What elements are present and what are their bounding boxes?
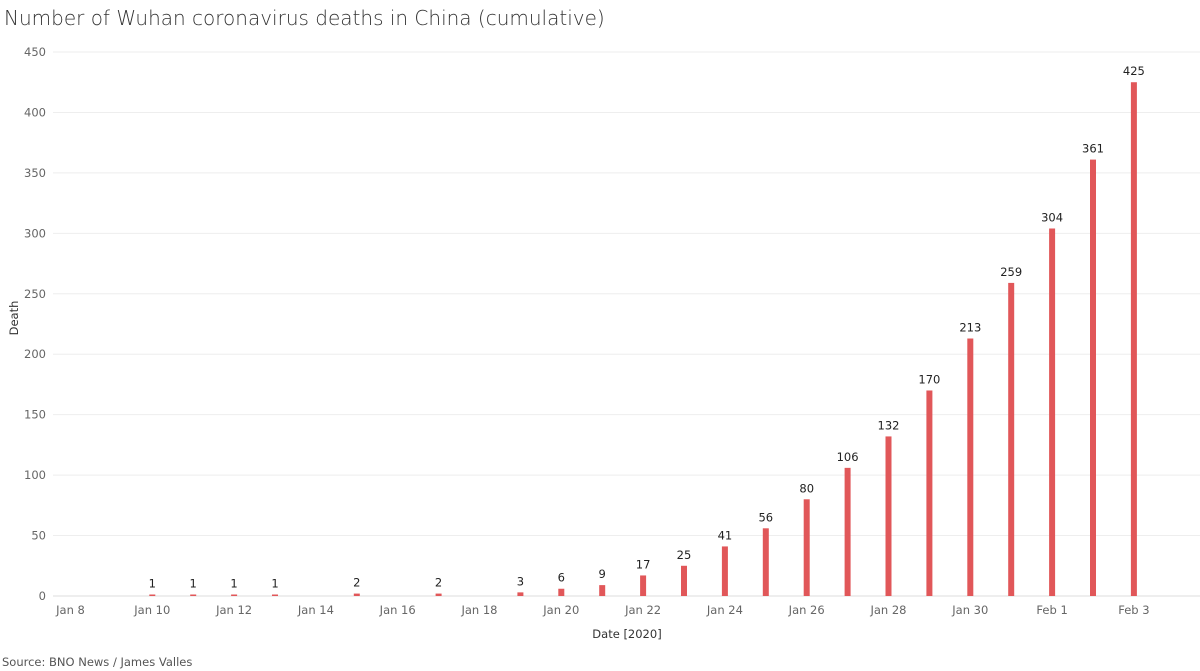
x-tick-label: Jan 26	[788, 603, 825, 617]
x-tick-label: Jan 28	[869, 603, 906, 617]
y-tick-label: 450	[24, 45, 46, 59]
data-label: 17	[636, 557, 651, 571]
data-label: 25	[677, 548, 692, 562]
bar	[721, 546, 728, 596]
gridlines	[53, 51, 1200, 597]
data-label: 1	[149, 577, 156, 591]
bar	[1049, 228, 1056, 596]
data-label: 132	[878, 418, 900, 432]
bar	[599, 585, 606, 596]
bar	[681, 565, 687, 596]
bar	[640, 575, 647, 596]
chart-title: Number of Wuhan coronavirus deaths in Ch…	[4, 6, 605, 30]
x-tick-label: Feb 3	[1118, 603, 1149, 617]
y-tick-label: 200	[24, 347, 46, 361]
data-label: 2	[353, 576, 360, 590]
y-tick-label: 400	[24, 105, 46, 119]
x-tick-label: Jan 16	[379, 603, 416, 617]
y-tick-label: 250	[24, 287, 46, 301]
y-tick-label: 150	[24, 408, 46, 422]
data-label: 56	[758, 510, 773, 524]
bar	[844, 467, 851, 596]
y-tick-label: 0	[39, 589, 46, 603]
x-tick-label: Jan 10	[133, 603, 170, 617]
x-tick-label: Jan 24	[706, 603, 743, 617]
data-label: 1	[230, 577, 237, 591]
data-label: 2	[435, 576, 442, 590]
bar	[885, 436, 892, 596]
x-axis-ticks: Jan 8 Jan 10 Jan 12 Jan 14 Jan 16 Jan 18 Jan 2…	[55, 603, 1149, 617]
data-label: 259	[1000, 265, 1022, 279]
bar	[803, 499, 810, 596]
bar	[558, 588, 565, 596]
data-label: 170	[918, 372, 940, 386]
bar	[762, 528, 769, 596]
bar	[435, 593, 442, 596]
data-label: 1	[271, 577, 278, 591]
bar	[1008, 282, 1015, 596]
x-tick-label: Jan 20	[542, 603, 579, 617]
x-tick-label: Jan 30	[951, 603, 988, 617]
y-tick-label: 300	[24, 226, 46, 240]
x-axis-label: Date [2020]	[592, 627, 661, 641]
bar	[1130, 82, 1137, 596]
data-label: 9	[599, 567, 606, 581]
bar	[149, 594, 156, 596]
data-label: 1	[190, 577, 197, 591]
x-tick-label: Jan 22	[624, 603, 661, 617]
data-label: 80	[799, 481, 814, 495]
y-tick-label: 350	[24, 166, 46, 180]
data-label: 361	[1082, 142, 1104, 156]
bar	[231, 594, 238, 596]
bar	[926, 390, 933, 596]
data-label: 106	[837, 450, 859, 464]
x-tick-label: Feb 1	[1036, 603, 1067, 617]
data-label: 425	[1123, 64, 1145, 78]
y-axis-label: Death	[7, 301, 21, 336]
x-tick-label: Jan 12	[215, 603, 252, 617]
y-tick-label: 50	[31, 529, 46, 543]
bar	[517, 592, 524, 596]
bars	[149, 82, 1137, 596]
data-label: 41	[718, 528, 733, 542]
bar	[967, 338, 974, 596]
data-label: 304	[1041, 210, 1063, 224]
y-tick-label: 100	[24, 468, 46, 482]
bar	[1090, 159, 1096, 596]
x-tick-label: Jan 14	[297, 603, 334, 617]
bar	[353, 593, 360, 596]
x-tick-label: Jan 18	[460, 603, 497, 617]
source-note: Source: BNO News / James Valles	[2, 655, 193, 669]
data-label: 213	[959, 321, 981, 335]
data-label: 6	[558, 571, 565, 585]
data-label: 3	[517, 574, 524, 588]
data-labels: 1 1 1 1 2 2 3 6 9 17 25 41 56 80 106 132 170 213 259 304 361…	[149, 64, 1145, 590]
x-tick-label: Jan 8	[55, 603, 85, 617]
y-axis-ticks: 0 50 100 150 200 250 300 350 400 450	[24, 45, 46, 603]
bar	[272, 594, 278, 596]
bar	[190, 594, 197, 596]
